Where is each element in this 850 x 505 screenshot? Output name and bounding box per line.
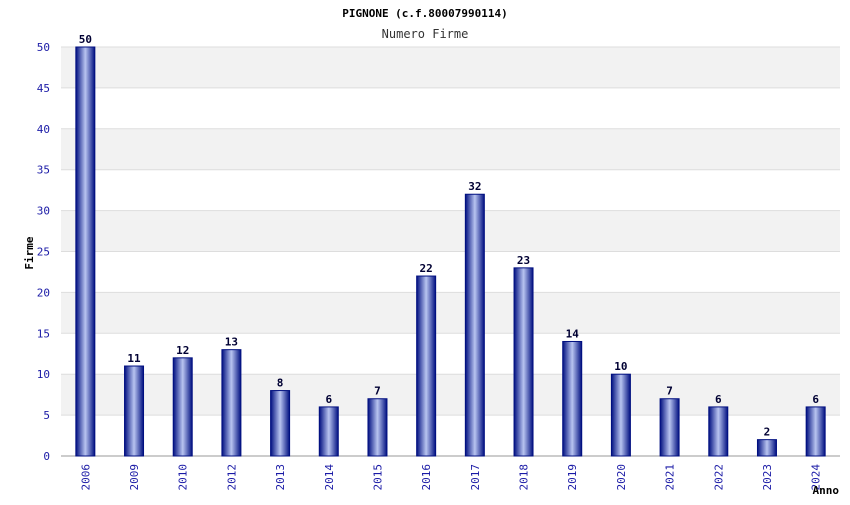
y-tick-label: 25 <box>37 246 50 259</box>
bar-value-label: 23 <box>517 254 530 267</box>
bar-value-label: 6 <box>715 393 722 406</box>
y-tick-label: 40 <box>37 123 50 136</box>
y-tick-label: 15 <box>37 327 50 340</box>
y-tick-label: 30 <box>37 205 50 218</box>
plot-band <box>61 169 840 211</box>
plot-background-bands <box>61 47 840 456</box>
bar-value-label: 6 <box>325 393 332 406</box>
bar <box>75 46 96 457</box>
bar <box>659 398 680 457</box>
x-tick-label: 2014 <box>323 464 336 491</box>
bar-value-label: 7 <box>374 385 381 398</box>
bar-value-label: 22 <box>420 262 433 275</box>
bar <box>562 340 583 457</box>
x-tick-label: 2023 <box>761 464 774 491</box>
plot-band <box>61 47 840 88</box>
x-tick-label: 2013 <box>274 464 287 491</box>
chart-title: PIGNONE (c.f.80007990114) <box>342 7 508 20</box>
y-tick-label: 50 <box>37 41 50 54</box>
y-tick-label: 5 <box>43 409 50 422</box>
plot-band <box>61 251 840 293</box>
bar <box>221 349 242 457</box>
bar <box>270 390 291 457</box>
bar-value-label: 7 <box>666 385 673 398</box>
plot-band <box>61 210 840 252</box>
plot-band <box>61 292 840 334</box>
x-tick-label: 2022 <box>712 464 725 491</box>
x-tick-label: 2024 <box>810 464 823 491</box>
bar-value-label: 13 <box>225 336 238 349</box>
x-tick-label: 2019 <box>566 464 579 491</box>
bar-value-label: 14 <box>566 327 580 340</box>
x-tick-label: 2010 <box>177 464 190 491</box>
bar <box>124 365 145 457</box>
x-tick-label: 2021 <box>664 464 677 491</box>
bar-value-label: 6 <box>812 393 819 406</box>
bar-value-label: 32 <box>468 180 481 193</box>
x-tick-label: 2009 <box>128 464 141 491</box>
x-tick-label: 2015 <box>371 464 384 491</box>
x-tick-labels: 2006 2009 2010 2012 2013 2014 2015 2016 2017 2018… <box>79 464 822 491</box>
bar <box>610 373 631 457</box>
bar <box>172 357 193 457</box>
bar <box>756 439 777 457</box>
bar <box>513 267 534 457</box>
bar-value-label: 11 <box>127 352 141 365</box>
y-tick-label: 20 <box>37 286 50 299</box>
bar <box>805 406 826 457</box>
y-tick-labels: 0 5 10 15 20 25 30 35 40 45 50 <box>37 41 50 463</box>
bar-value-label: 10 <box>614 360 627 373</box>
plot-band <box>61 128 840 170</box>
x-tick-label: 2006 <box>79 464 92 491</box>
chart-subtitle: Numero Firme <box>382 27 469 41</box>
x-tick-label: 2012 <box>225 464 238 491</box>
x-tick-label: 2017 <box>469 464 482 491</box>
value-labels-group: 50 11 12 13 8 6 7 22 32 23 14 10 7 6 2 6 <box>79 33 820 439</box>
bar-value-label: 50 <box>79 33 92 46</box>
bar <box>318 406 339 457</box>
bar <box>367 398 388 457</box>
bar <box>464 193 485 457</box>
y-tick-label: 10 <box>37 368 50 381</box>
x-tick-label: 2020 <box>615 464 628 491</box>
x-axis-label: Anno <box>813 484 840 497</box>
plot-band <box>61 87 840 129</box>
bar-value-label: 8 <box>277 377 284 390</box>
bar <box>416 275 437 457</box>
bar <box>708 406 729 457</box>
bar-value-label: 2 <box>764 426 771 439</box>
x-tick-label: 2018 <box>518 464 531 491</box>
x-tick-label: 2016 <box>420 464 433 491</box>
bars-group <box>75 46 826 457</box>
y-tick-label: 45 <box>37 82 50 95</box>
bar-value-label: 12 <box>176 344 189 357</box>
y-tick-label: 0 <box>43 450 50 463</box>
y-tick-label: 35 <box>37 164 50 177</box>
y-axis-label: Firme <box>23 236 36 269</box>
